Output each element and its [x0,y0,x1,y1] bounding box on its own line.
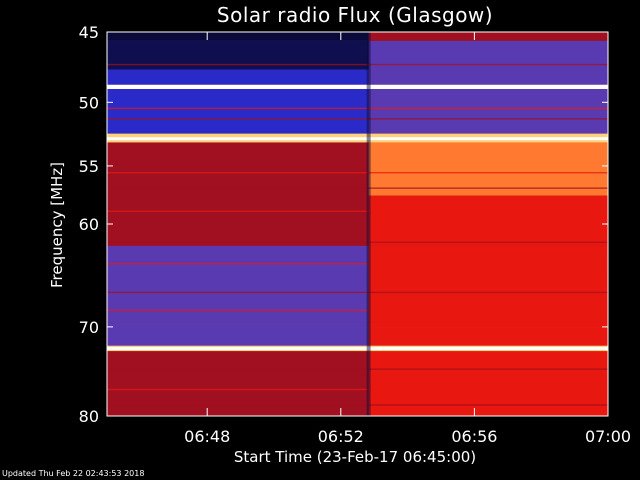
band-right-8 [368,322,608,346]
band-left-9 [107,322,369,346]
striation-12 [107,404,608,406]
bright-band-1 [107,137,608,141]
band-right-6 [368,195,608,246]
band-left-8 [107,245,369,323]
band-right-3 [368,88,608,134]
y-tick-label-3: 60 [79,215,99,234]
striation-5 [107,210,608,213]
y-tick-label-2: 55 [79,157,99,176]
band-right-10 [368,351,608,416]
striation-9 [107,309,608,311]
striation-7 [107,262,608,265]
striation-11 [107,388,608,391]
y-axis-label: Frequency [MHz] [48,162,66,288]
bright-band-2 [107,346,608,350]
band-right-7 [368,245,608,323]
striation-3 [107,171,608,174]
band-left-7 [107,229,369,246]
striation-4 [107,187,608,189]
x-tick-label-0: 06:48 [184,427,230,446]
x-axis: 06:48 06:52 06:56 07:00 [184,32,631,446]
band-left-11 [107,351,369,416]
y-tick-label-0: 45 [79,23,99,42]
band-right-1 [368,40,608,85]
transition-edge [366,32,371,416]
striation-0 [107,63,608,66]
x-tick-label-3: 07:00 [585,427,631,446]
band-left-5 [107,142,369,202]
bright-band-0 [107,85,608,89]
striation-6 [107,241,608,244]
band-left-3 [107,88,369,134]
band-left-6 [107,201,369,230]
y-tick-label-4: 70 [79,318,99,337]
x-axis-label: Start Time (23-Feb-17 06:45:00) [234,448,476,466]
striation-2 [107,118,608,120]
band-right-5 [368,142,608,196]
band-left-0 [107,32,369,41]
striation-8 [107,291,608,294]
y-axis: 45 50 55 60 70 80 [79,23,608,426]
chart-title: Solar radio Flux (Glasgow) [217,3,493,27]
plot-area [106,31,609,417]
band-right-0 [368,32,608,41]
y-tick-label-1: 50 [79,93,99,112]
x-tick-label-1: 06:52 [318,427,364,446]
updated-timestamp: Updated Thu Feb 22 02:43:53 2018 [2,469,145,478]
striation-1 [107,107,608,110]
striation-10 [107,368,608,370]
x-tick-label-2: 06:56 [451,427,497,446]
y-tick-label-5: 80 [79,407,99,426]
